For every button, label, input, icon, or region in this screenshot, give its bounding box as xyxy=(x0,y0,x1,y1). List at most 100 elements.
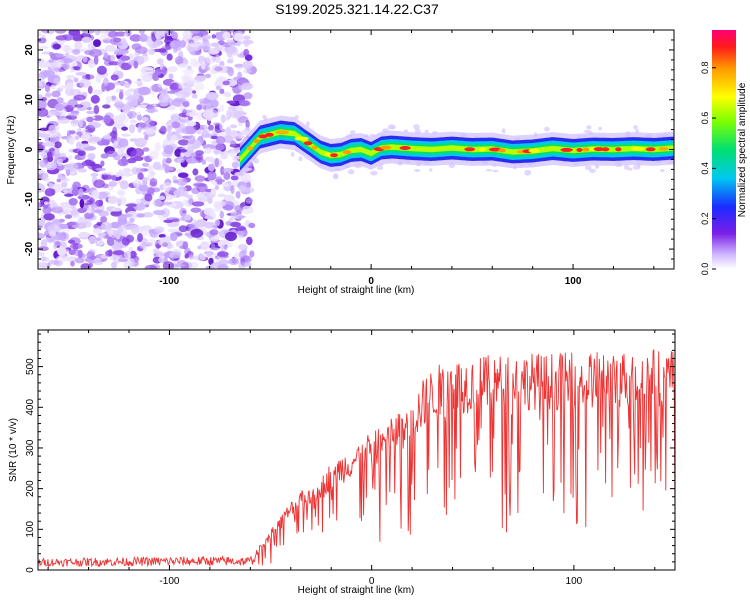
noise-speck xyxy=(192,90,197,94)
noise-speck xyxy=(133,183,141,189)
noise-speck xyxy=(42,257,50,262)
ridge-peak xyxy=(528,148,541,153)
noise-speck xyxy=(238,185,247,193)
colorbar-tick-label: 0.4 xyxy=(700,162,710,175)
noise-speck xyxy=(70,209,78,217)
noise-speck xyxy=(210,42,220,48)
noise-speck xyxy=(126,110,137,119)
noise-speck xyxy=(154,142,162,152)
noise-speck xyxy=(67,162,79,172)
noise-speck xyxy=(113,81,120,86)
noise-speck xyxy=(235,191,241,199)
noise-speck xyxy=(333,173,338,178)
noise-speck xyxy=(230,140,237,148)
noise-speck xyxy=(227,105,237,111)
noise-speck xyxy=(133,80,143,84)
noise-speck xyxy=(219,121,224,131)
noise-speck xyxy=(94,209,103,214)
noise-speck xyxy=(217,251,229,257)
noise-speck xyxy=(93,228,102,234)
colorbar-tick-label: 0.6 xyxy=(700,112,710,125)
y-tick-label: 20 xyxy=(24,44,35,56)
noise-speck xyxy=(137,86,151,96)
noise-speck xyxy=(182,241,189,250)
noise-speck xyxy=(95,237,102,241)
noise-speck xyxy=(182,68,195,74)
noise-speck xyxy=(244,127,251,132)
noise-speck xyxy=(170,114,181,122)
noise-speck xyxy=(210,98,219,109)
noise-speck xyxy=(45,92,52,98)
noise-speck xyxy=(220,166,225,176)
noise-speck xyxy=(93,179,105,189)
noise-speck xyxy=(228,39,237,48)
x-tick-label: 100 xyxy=(565,276,582,287)
noise-speck xyxy=(123,33,128,37)
ridge-peak xyxy=(576,148,583,152)
noise-speck xyxy=(204,73,211,79)
noise-speck xyxy=(97,232,107,238)
noise-speck xyxy=(152,248,160,254)
noise-speck xyxy=(54,30,67,34)
noise-speck xyxy=(202,129,208,136)
snr-series xyxy=(38,349,675,568)
noise-speck xyxy=(413,124,420,130)
y-tick-label: -20 xyxy=(24,241,35,256)
noise-speck xyxy=(164,164,170,174)
noise-speck xyxy=(80,134,91,140)
noise-speck xyxy=(87,153,96,160)
x-tick-label: 0 xyxy=(368,276,374,287)
noise-speck xyxy=(205,92,219,100)
ridge-peak xyxy=(324,152,331,157)
noise-speck xyxy=(63,189,69,195)
noise-speck xyxy=(230,185,235,195)
noise-speck xyxy=(117,58,123,67)
noise-speck xyxy=(38,61,51,68)
noise-speck xyxy=(184,253,189,259)
noise-speck xyxy=(190,228,204,238)
noise-speck xyxy=(58,85,69,90)
noise-speck xyxy=(204,215,209,219)
noise-speck xyxy=(78,119,83,128)
noise-speck xyxy=(62,204,72,214)
noise-speck xyxy=(162,261,174,269)
noise-speck xyxy=(48,182,54,189)
noise-speck xyxy=(139,33,148,43)
noise-speck xyxy=(167,66,178,73)
noise-speck xyxy=(40,239,48,248)
noise-speck xyxy=(118,258,128,263)
noise-speck xyxy=(129,218,135,223)
noise-speck xyxy=(96,65,107,75)
noise-speck xyxy=(206,156,215,163)
noise-speck xyxy=(428,168,433,172)
noise-speck xyxy=(160,125,167,135)
noise-speck xyxy=(173,189,186,197)
noise-speck xyxy=(69,67,74,73)
spectrogram-noise xyxy=(38,30,674,269)
noise-speck xyxy=(139,242,148,249)
noise-speck xyxy=(124,82,131,88)
noise-speck xyxy=(161,66,167,75)
noise-speck xyxy=(152,199,163,207)
noise-speck xyxy=(207,170,217,181)
noise-speck xyxy=(105,250,113,257)
noise-speck xyxy=(72,49,81,55)
noise-speck xyxy=(215,85,222,91)
noise-speck xyxy=(229,124,238,129)
noise-speck xyxy=(195,150,204,156)
noise-speck xyxy=(225,221,232,226)
noise-speck xyxy=(290,152,295,157)
spectrogram-ridge xyxy=(239,115,674,176)
noise-speck xyxy=(122,167,132,174)
y-tick-label: 300 xyxy=(25,439,36,456)
noise-speck xyxy=(196,104,203,111)
noise-speck xyxy=(166,132,172,141)
x-tick-label: 100 xyxy=(566,576,583,587)
noise-speck xyxy=(243,68,252,74)
spectrogram-xlabel: Height of straight line (km) xyxy=(298,285,415,296)
noise-speck xyxy=(178,63,189,69)
noise-speck xyxy=(81,144,90,148)
noise-speck xyxy=(169,167,174,171)
noise-speck xyxy=(162,181,172,191)
noise-speck xyxy=(219,210,224,219)
